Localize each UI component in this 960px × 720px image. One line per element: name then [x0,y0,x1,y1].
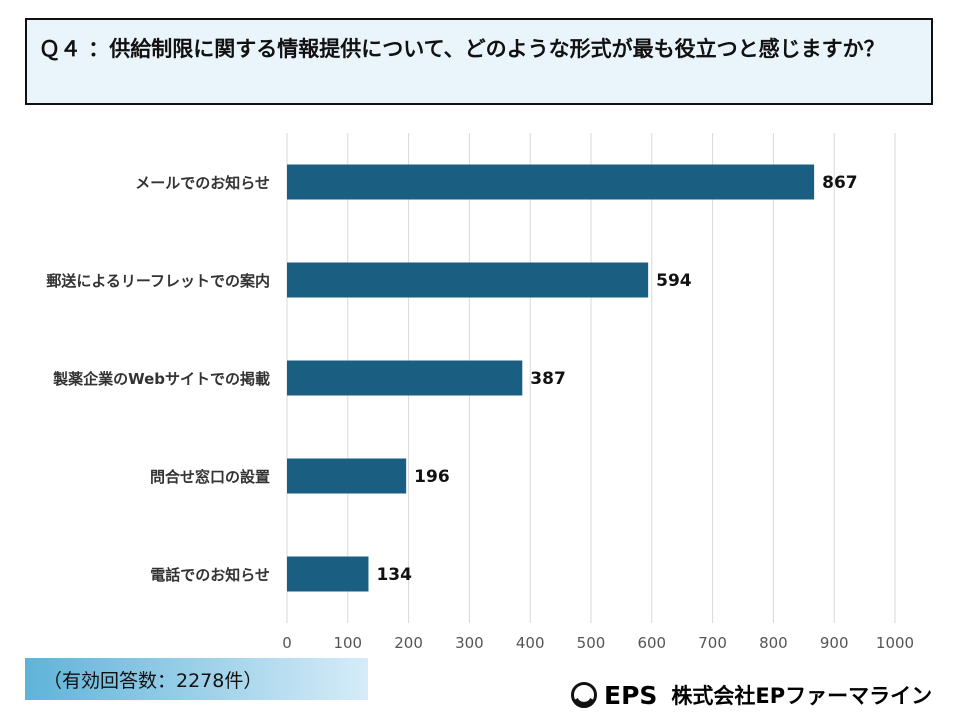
data-label: 594 [656,271,692,291]
bar-4 [287,458,407,494]
bar-1 [287,164,815,200]
bar-5 [287,556,369,592]
logo-brand: EPS [604,680,658,710]
category-label: メールでのお知らせ [135,174,270,192]
data-label: 867 [822,173,858,193]
question-title-box: Ｑ４ ：供給制限に関する情報提供について、どのような形式が最も役立つと感じますか… [25,18,933,105]
logo-company-name: 株式会社EPファーマライン [671,684,933,708]
x-tick-label: 200 [394,634,423,650]
x-tick-label: 300 [455,634,484,650]
category-label: 製薬企業のWebサイトでの掲載 [52,370,270,388]
x-tick-label: 900 [820,634,849,650]
bar-3 [287,360,523,396]
category-label: 問合せ窓口の設置 [150,468,270,486]
category-label: 郵送によるリーフレットでの案内 [46,272,270,290]
bar-chart: 0 100 200 300 400 500 600 700 800 900 1000 867 メールでの… [46,133,914,650]
x-tick-label: 1000 [876,634,914,650]
question-title: Ｑ４ ：供給制限に関する情報提供について、どのような形式が最も役立つと感じますか… [39,37,885,61]
response-count-note: （有効回答数：2278件） [25,658,368,700]
x-tick-label: 800 [759,634,788,650]
data-label: 196 [414,467,450,487]
x-tick-label: 600 [637,634,666,650]
data-label: 387 [530,369,566,389]
category-label: 電話でのお知らせ [150,566,270,584]
x-tick-label: 700 [698,634,727,650]
x-tick-label: 100 [333,634,362,650]
eps-circle-logo-icon [571,682,597,708]
x-tick-label: 0 [282,634,292,650]
x-tick-label: 400 [516,634,545,650]
bar-2 [287,262,649,298]
x-tick-label: 500 [577,634,606,650]
company-logo: EPS 株式会社EPファーマライン [570,678,932,712]
data-label: 134 [376,565,412,585]
